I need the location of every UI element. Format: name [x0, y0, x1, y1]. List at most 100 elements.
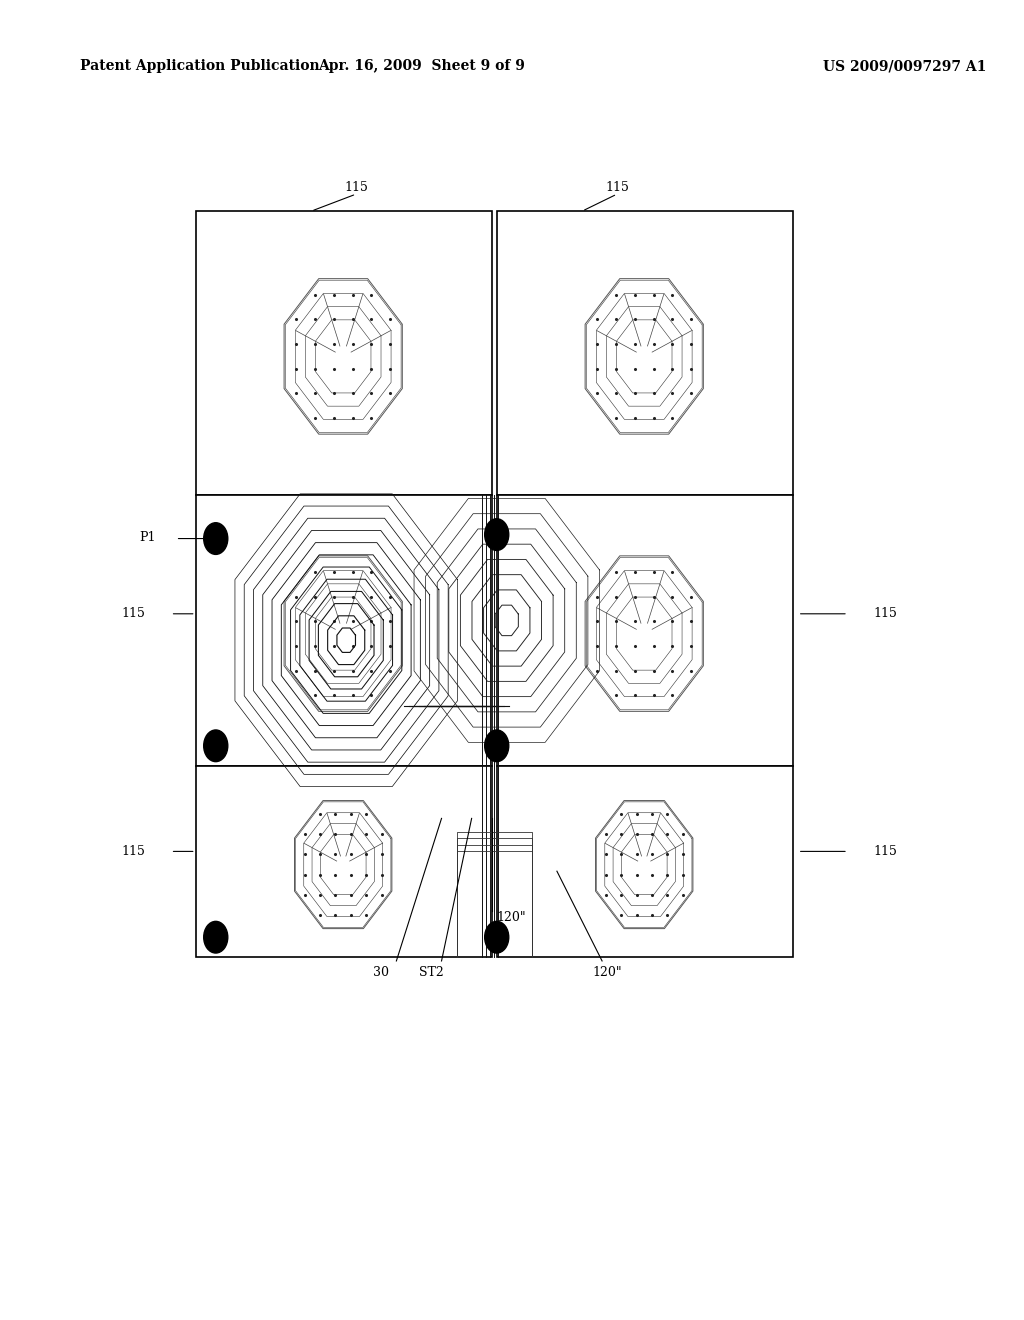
Point — [665, 383, 681, 404]
Point — [382, 635, 398, 656]
Point — [683, 660, 699, 681]
Point — [627, 586, 643, 607]
Point — [328, 906, 344, 927]
Point — [627, 561, 643, 582]
Point — [627, 685, 643, 706]
Point — [328, 843, 344, 865]
Point — [665, 561, 681, 582]
Point — [358, 824, 375, 845]
Point — [328, 824, 344, 845]
Point — [608, 408, 625, 429]
Text: ST2: ST2 — [419, 966, 443, 979]
Point — [589, 309, 605, 330]
Point — [645, 408, 662, 429]
Point — [307, 611, 324, 632]
Point — [288, 383, 304, 404]
Text: 115: 115 — [344, 181, 369, 194]
Point — [645, 611, 662, 632]
Point — [307, 383, 324, 404]
Point — [307, 635, 324, 656]
Point — [627, 660, 643, 681]
Point — [288, 635, 304, 656]
Point — [589, 660, 605, 681]
Point — [612, 906, 629, 927]
Point — [683, 334, 699, 355]
Point — [627, 284, 643, 305]
Point — [364, 309, 380, 330]
Point — [358, 906, 375, 927]
Circle shape — [484, 921, 509, 953]
Point — [364, 611, 380, 632]
Point — [629, 884, 645, 906]
Point — [312, 824, 329, 845]
Point — [382, 383, 398, 404]
Text: Apr. 16, 2009  Sheet 9 of 9: Apr. 16, 2009 Sheet 9 of 9 — [318, 59, 525, 74]
Point — [344, 358, 360, 379]
Point — [364, 635, 380, 656]
Circle shape — [484, 730, 509, 762]
Point — [307, 309, 324, 330]
Point — [659, 884, 676, 906]
Point — [645, 334, 662, 355]
Point — [597, 843, 613, 865]
Bar — [497, 211, 793, 495]
Point — [665, 635, 681, 656]
Point — [608, 660, 625, 681]
Point — [612, 803, 629, 824]
Point — [344, 611, 360, 632]
Point — [645, 635, 662, 656]
Point — [307, 586, 324, 607]
Point — [612, 884, 629, 906]
Point — [374, 824, 390, 845]
Point — [307, 561, 324, 582]
Point — [343, 865, 359, 886]
Point — [629, 906, 645, 927]
Point — [312, 884, 329, 906]
Point — [629, 865, 645, 886]
Point — [374, 884, 390, 906]
Circle shape — [204, 921, 227, 953]
Point — [288, 586, 304, 607]
Point — [627, 635, 643, 656]
Point — [382, 586, 398, 607]
Text: 115: 115 — [122, 845, 145, 858]
Point — [645, 660, 662, 681]
Point — [665, 334, 681, 355]
Point — [326, 685, 342, 706]
Text: FIG. 7: FIG. 7 — [386, 285, 476, 309]
Point — [597, 824, 613, 845]
Text: Patent Application Publication: Patent Application Publication — [80, 59, 319, 74]
Point — [382, 334, 398, 355]
Point — [589, 358, 605, 379]
Point — [597, 865, 613, 886]
Point — [675, 865, 691, 886]
Point — [326, 660, 342, 681]
Point — [589, 611, 605, 632]
Point — [344, 408, 360, 429]
Point — [612, 843, 629, 865]
Point — [627, 611, 643, 632]
Point — [312, 906, 329, 927]
Point — [645, 685, 662, 706]
Point — [589, 334, 605, 355]
Point — [645, 358, 662, 379]
Point — [659, 824, 676, 845]
Point — [307, 408, 324, 429]
Point — [644, 843, 660, 865]
Text: 120": 120" — [497, 911, 526, 924]
Point — [683, 635, 699, 656]
Point — [326, 561, 342, 582]
Point — [612, 865, 629, 886]
Point — [683, 358, 699, 379]
Point — [608, 309, 625, 330]
Circle shape — [204, 523, 227, 554]
Point — [344, 284, 360, 305]
Point — [288, 358, 304, 379]
Point — [627, 309, 643, 330]
Point — [364, 685, 380, 706]
Point — [344, 586, 360, 607]
Point — [665, 284, 681, 305]
Point — [645, 383, 662, 404]
Point — [675, 824, 691, 845]
Point — [659, 906, 676, 927]
